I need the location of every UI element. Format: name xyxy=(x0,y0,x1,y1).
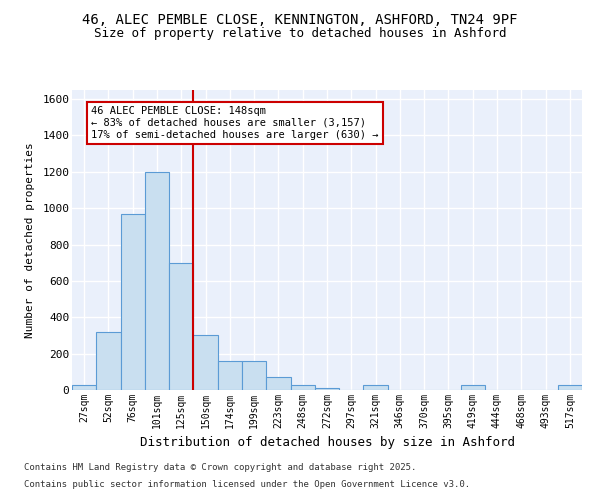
Bar xyxy=(145,172,169,390)
Bar xyxy=(364,386,388,390)
Y-axis label: Number of detached properties: Number of detached properties xyxy=(25,142,35,338)
Text: 46, ALEC PEMBLE CLOSE, KENNINGTON, ASHFORD, TN24 9PF: 46, ALEC PEMBLE CLOSE, KENNINGTON, ASHFO… xyxy=(82,12,518,26)
X-axis label: Distribution of detached houses by size in Ashford: Distribution of detached houses by size … xyxy=(139,436,515,450)
Bar xyxy=(461,386,485,390)
Bar xyxy=(193,336,218,390)
Bar xyxy=(218,361,242,390)
Bar xyxy=(72,384,96,390)
Bar xyxy=(266,378,290,390)
Bar xyxy=(121,214,145,390)
Text: Size of property relative to detached houses in Ashford: Size of property relative to detached ho… xyxy=(94,28,506,40)
Bar xyxy=(558,386,582,390)
Text: Contains HM Land Registry data © Crown copyright and database right 2025.: Contains HM Land Registry data © Crown c… xyxy=(24,464,416,472)
Bar xyxy=(315,388,339,390)
Text: Contains public sector information licensed under the Open Government Licence v3: Contains public sector information licen… xyxy=(24,480,470,489)
Text: 46 ALEC PEMBLE CLOSE: 148sqm
← 83% of detached houses are smaller (3,157)
17% of: 46 ALEC PEMBLE CLOSE: 148sqm ← 83% of de… xyxy=(91,106,379,140)
Bar xyxy=(96,332,121,390)
Bar xyxy=(169,262,193,390)
Bar xyxy=(242,361,266,390)
Bar xyxy=(290,386,315,390)
